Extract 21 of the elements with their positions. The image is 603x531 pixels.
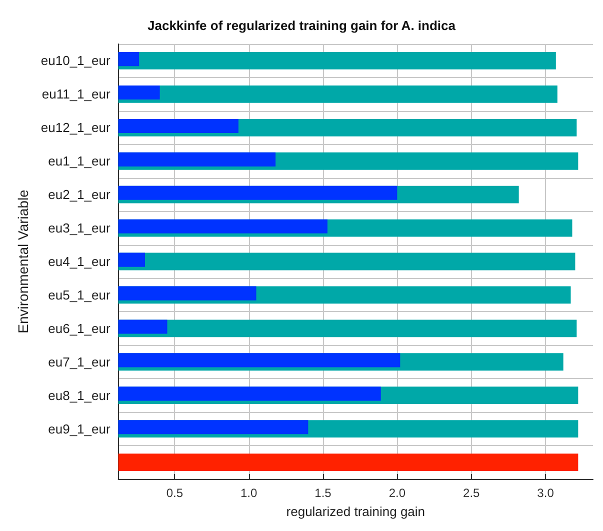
y-tick-label: eu11_1_eur bbox=[42, 86, 111, 102]
y-tick-label: eu4_1_eur bbox=[48, 254, 111, 269]
y-axis-title: Environmental Variable bbox=[15, 189, 31, 334]
x-tick-label: 1.0 bbox=[240, 486, 258, 500]
y-tick-label: eu6_1_eur bbox=[48, 320, 111, 336]
y-tick-label: eu1_1_eur bbox=[48, 154, 111, 169]
y-tick-label: eu12_1_eur bbox=[40, 120, 111, 136]
x-tick-label: 0.5 bbox=[166, 486, 184, 500]
y-tick-label: eu5_1_eur bbox=[48, 287, 111, 302]
y-tick-label: eu7_1_eur bbox=[48, 354, 111, 370]
y-tick-label: eu8_1_eur bbox=[48, 388, 111, 403]
x-tick-label: 2.5 bbox=[463, 486, 480, 500]
y-tick-label: eu10_1_eur bbox=[40, 53, 111, 68]
y-tick-label: eu3_1_eur bbox=[48, 220, 111, 236]
x-tick-label: 1.5 bbox=[314, 486, 332, 500]
chart-title: Jackkinfe of regularized training gain for A. indica bbox=[148, 18, 456, 33]
x-axis-title: regularized training gain bbox=[286, 504, 426, 519]
x-tick-label: 3.0 bbox=[537, 486, 554, 500]
y-tick-label: eu9_1_eur bbox=[48, 421, 111, 436]
x-tick-label: 2.0 bbox=[388, 486, 406, 500]
y-tick-label: eu2_1_eur bbox=[48, 187, 111, 202]
